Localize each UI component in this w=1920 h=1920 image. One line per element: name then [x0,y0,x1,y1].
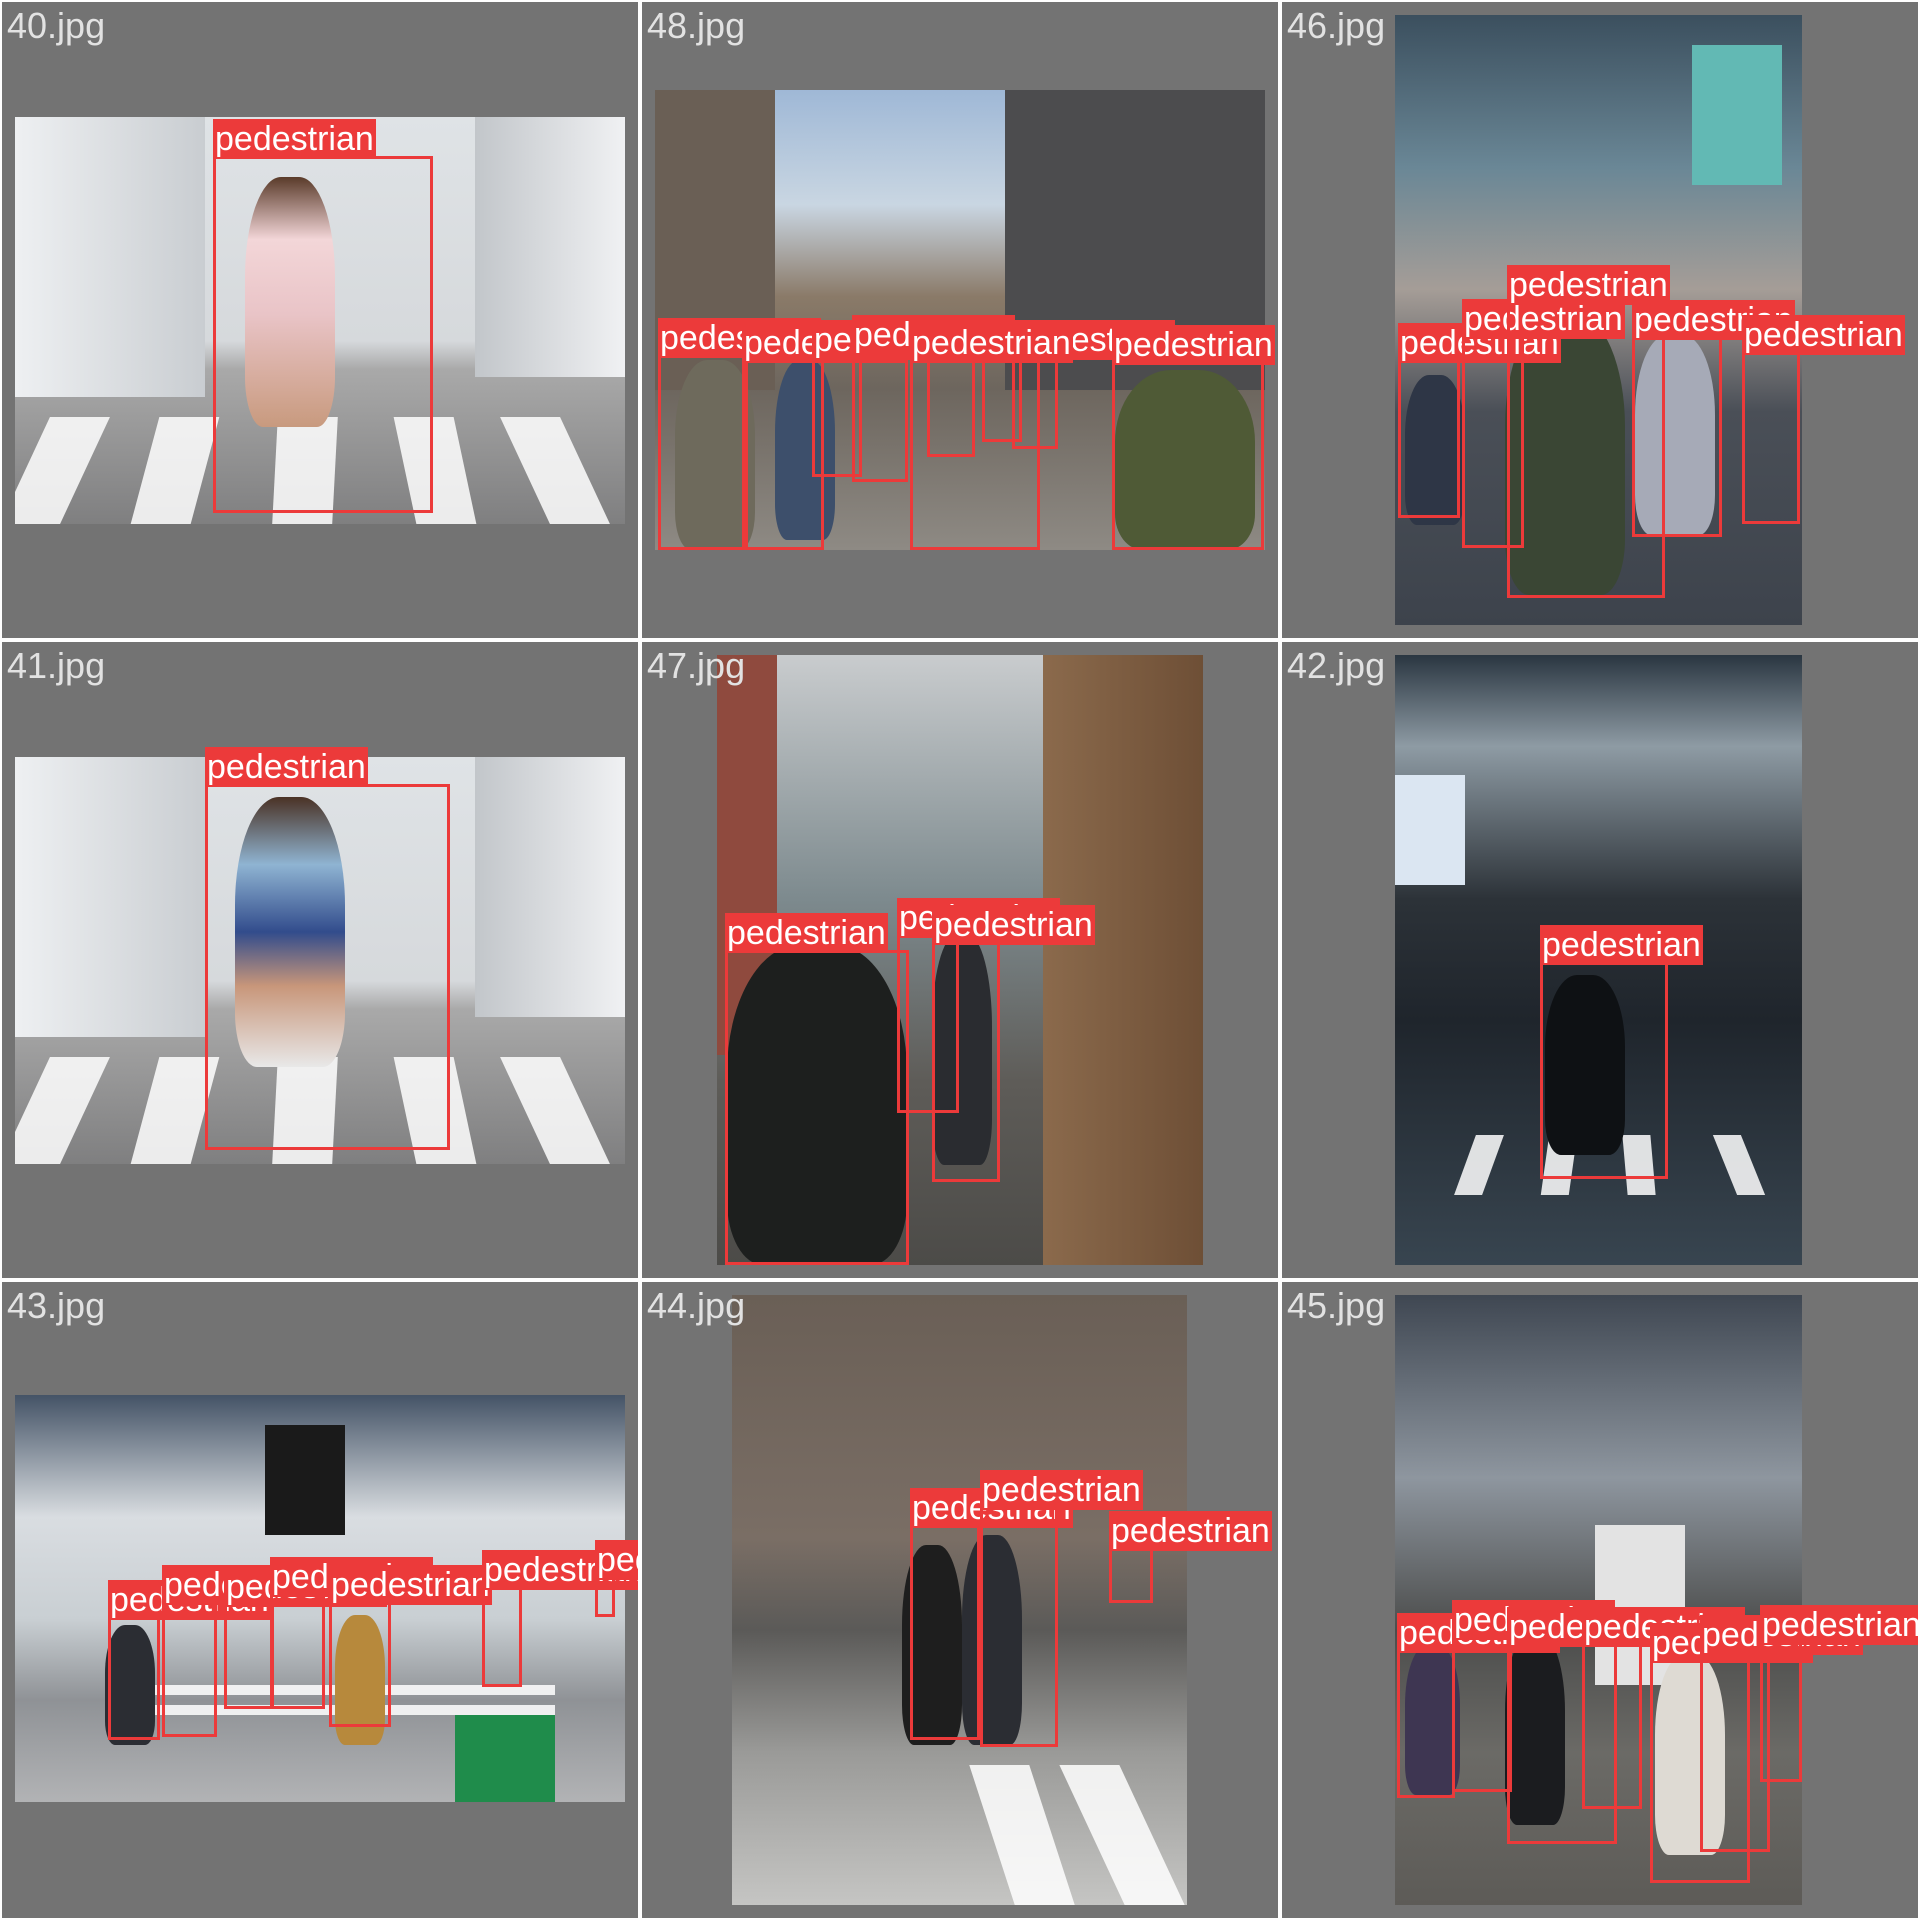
street-crosswalk-photo [15,117,625,524]
bbox-label: pedestrian [1109,1511,1272,1551]
filename-label: 41.jpg [7,645,106,686]
filename-label: 46.jpg [1287,5,1386,46]
pedestrian-bbox: pedestrian [329,1565,492,1727]
bbox-label: pedestrian [1462,299,1625,339]
filename-label: 48.jpg [647,5,746,46]
pedestrian-bbox: pedestrian [205,747,450,1150]
bbox-label: pedestrian [329,1565,492,1605]
bbox-label: pedestrian [205,747,368,787]
filename-label: 45.jpg [1287,1285,1386,1326]
pedestrian-bbox: pedestrian [1452,1600,1615,1792]
pedestrian-bbox: pedestrian [910,323,1073,550]
pedestrian-bbox: pedestrian [1109,1511,1272,1603]
bbox-label: pedestrian [1507,265,1670,305]
filename-label: 43.jpg [7,1285,106,1326]
result-cell-46: 46.jpg pedestrian pedestrian pedestrian … [1282,2,1918,638]
pedestrian-bbox: pedestrian [1632,300,1795,537]
sidewalk-street-photo [717,655,1203,1265]
pedestrian-bbox: pedestrian [482,1550,638,1687]
pedestrian-bbox: pedestrian [108,1580,271,1740]
result-cell-43: 43.jpg pedestrian pedestrian pedestrian … [2,1282,638,1918]
bbox-label: pedestrian [725,913,888,953]
pedestrian-bbox: pedestrian [980,1470,1143,1747]
pedestrian-bbox: pedestrian [852,315,1015,482]
pedestrian-bbox: pedestrian [1760,1605,1918,1782]
pedestrian-bbox: pedestrian [1540,925,1703,1179]
bbox-label: pedestrian [595,1540,638,1580]
result-cell-40: 40.jpg pedestrian [2,2,638,638]
bbox-label: pedestrian [1742,315,1905,355]
pedestrian-bbox: pedestrian [910,1488,1073,1740]
pedestrian-bbox: pedestrian [658,318,821,550]
bbox-label: pedestrian [1540,925,1703,965]
filename-label: 40.jpg [7,5,106,46]
filename-label: 47.jpg [647,645,746,686]
pedestrian-bbox: pedestrian [1507,265,1670,598]
pedestrian-bbox: pedestrian [725,913,909,1265]
pedestrian-bbox: pedestrian [213,119,433,513]
pedestrian-bbox: pedestrian [1112,325,1275,550]
pedestrian-bbox: pedestrian [1582,1607,1745,1809]
pedestrian-bbox: pedestrian [270,1557,433,1709]
pedestrian-bbox: pedestrian [595,1540,638,1617]
result-cell-42: 42.jpg pedestrian [1282,642,1918,1278]
street-crosswalk-photo [15,757,625,1164]
bbox-label: pedestrian [932,905,1095,945]
pedestrian-bbox: pedestrian [1742,315,1905,524]
result-cell-41: 41.jpg pedestrian [2,642,638,1278]
pedestrian-bbox: pedestrian [1397,1613,1560,1798]
bbox-label: pedestrian [910,323,1073,363]
pedestrian-bbox: pedestrian [162,1565,325,1737]
result-cell-44: 44.jpg pedestrian pedestrian pedestrian [642,1282,1278,1918]
filename-label: 44.jpg [647,1285,746,1326]
bbox-label: pedestrian [213,119,376,159]
bbox-label: pedestrian [1112,325,1275,365]
pedestrian-bbox: pedestrian [224,1567,387,1709]
pedestrian-bbox: pedestrian [1462,299,1625,548]
pedestrian-bbox: pedestrian [932,905,1095,1182]
result-cell-45: 45.jpg pedestrian pedestrian pedestrian … [1282,1282,1918,1918]
result-cell-47: 47.jpg pedestrian pedestrian pedestrian [642,642,1278,1278]
filename-label: 42.jpg [1287,645,1386,686]
bbox-label: pedestrian [1760,1605,1918,1645]
pedestrian-bbox: pedestrian [1398,323,1561,518]
bbox-label: pedestrian [980,1470,1143,1510]
result-cell-48: 48.jpg pedestrian pedestrian pedestrian … [642,2,1278,638]
